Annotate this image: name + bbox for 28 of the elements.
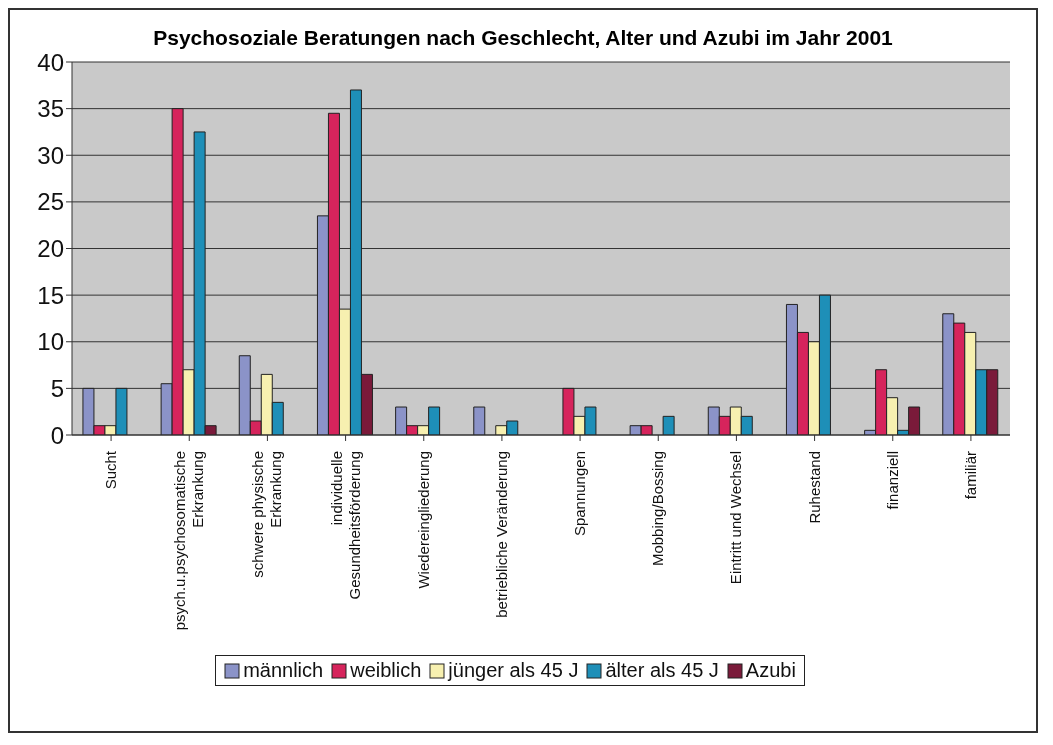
y-tick-label: 10 — [37, 328, 64, 356]
x-tick-label: finanziell — [883, 451, 901, 510]
x-tick-label: Mobbing/Bossing — [649, 451, 667, 567]
x-tick-label: Spannungen — [571, 451, 589, 537]
x-tick-label: Ruhestand — [805, 451, 823, 524]
x-tick-label: Sucht — [102, 450, 120, 490]
legend-label: Azubi — [745, 659, 796, 682]
legend-label: weiblich — [350, 659, 422, 682]
x-tick-label: familiär — [961, 451, 979, 500]
y-tick-label: 5 — [50, 374, 64, 402]
y-tick-label: 15 — [37, 281, 64, 309]
chart-title: Psychosoziale Beratungen nach Geschlecht, Alter und Azubi im Jahr 2001 — [152, 25, 894, 51]
x-tick-label: Wiedereingliederung — [414, 451, 432, 589]
legend-label: älter als 45 J — [605, 659, 719, 682]
y-tick-label: 25 — [37, 188, 64, 216]
y-tick-label: 20 — [37, 235, 64, 263]
x-tick-label: betriebliche Veränderung — [492, 451, 510, 618]
x-tick-label: schwere physische Erkrankung — [249, 451, 285, 578]
bar — [662, 415, 675, 435]
y-tick-label: 30 — [37, 141, 64, 169]
x-tick-label: psych.u.psychosomatische Erkrankung — [171, 451, 207, 631]
y-tick-label: 35 — [37, 95, 64, 123]
y-tick-label: 40 — [37, 48, 64, 76]
bar — [473, 406, 486, 435]
y-tick-label: 0 — [50, 421, 64, 449]
legend-label: männlich — [243, 659, 324, 682]
x-tick-label: Eintritt und Wechsel — [727, 451, 745, 585]
legend-label: jünger als 45 J — [448, 659, 579, 682]
